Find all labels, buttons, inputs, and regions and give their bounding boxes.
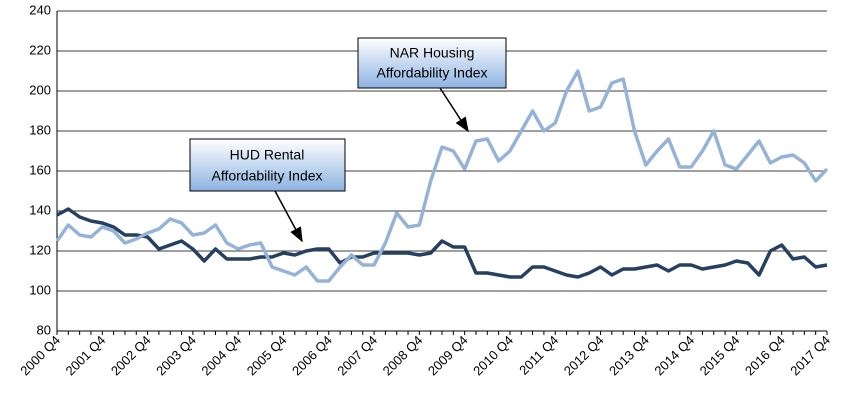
x-tick-label: 2006 Q4	[289, 333, 335, 379]
callout-nar: NAR Housing Affordability Index	[357, 37, 507, 133]
x-tick-label: 2002 Q4	[108, 333, 154, 379]
y-tick-label: 80	[37, 322, 51, 337]
annotation-line: HUD Rental	[230, 147, 305, 163]
x-tick-label: 2013 Q4	[606, 333, 652, 379]
x-tick-label: 2005 Q4	[244, 333, 290, 379]
series-line	[56, 207, 828, 279]
x-tick-label: 2014 Q4	[651, 333, 697, 379]
y-tick-label: 100	[29, 282, 51, 297]
x-tick-label: 2016 Q4	[742, 333, 788, 379]
callout-hud: HUD Rental Affordability Index	[189, 138, 346, 243]
y-tick-label: 160	[29, 162, 51, 177]
y-tick-label: 240	[29, 2, 51, 17]
annotation-line: Affordability Index	[376, 65, 487, 81]
series-line	[55, 69, 829, 283]
x-tick-label: 2010 Q4	[470, 333, 516, 379]
y-tick-label: 220	[29, 42, 51, 57]
callout-box	[189, 138, 346, 192]
x-tick-label: 2011 Q4	[516, 333, 561, 378]
x-tick-label: 2007 Q4	[334, 333, 380, 379]
x-tick-label: 2017 Q4	[787, 333, 833, 379]
callout-box	[357, 37, 507, 89]
x-tick-label: 2000 Q4	[17, 333, 63, 379]
annotation-line: NAR Housing	[390, 45, 475, 61]
y-tick-label: 140	[29, 202, 51, 217]
callout-arrow	[439, 87, 469, 133]
x-tick-label: 2004 Q4	[198, 333, 244, 379]
x-tick-label: 2009 Q4	[425, 333, 471, 379]
y-tick-label: 180	[29, 122, 51, 137]
annotation-line: Affordability Index	[211, 168, 322, 184]
x-tick-label: 2001 Q4	[63, 333, 109, 379]
y-tick-label: 200	[29, 82, 51, 97]
x-tick-label: 2015 Q4	[697, 333, 743, 379]
y-tick-label: 120	[29, 242, 51, 257]
x-tick-label: 2003 Q4	[153, 333, 199, 379]
callout-arrow	[274, 190, 303, 243]
x-tick-label: 2012 Q4	[561, 333, 607, 379]
x-tick-label: 2008 Q4	[380, 333, 426, 379]
